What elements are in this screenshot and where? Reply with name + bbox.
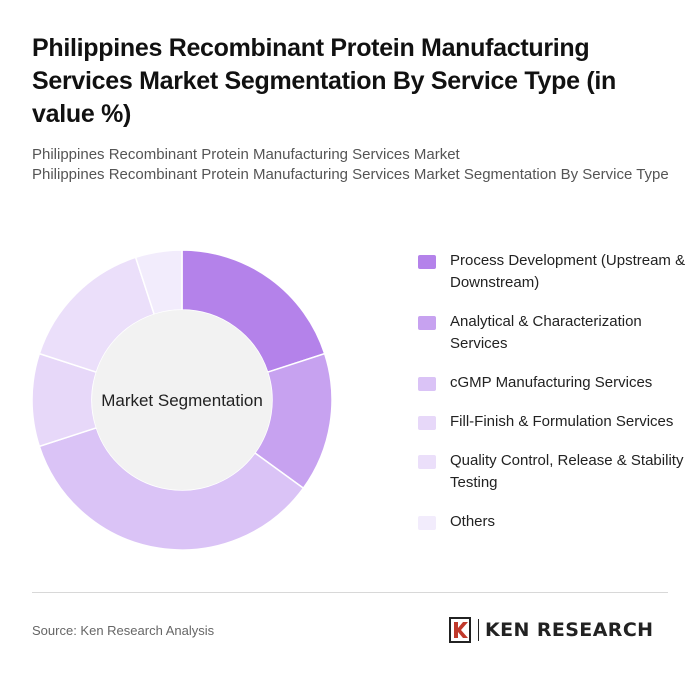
donut-center-label: Market Segmentation <box>101 391 263 410</box>
legend-label: Analytical & Characterization Services <box>450 313 642 352</box>
legend-swatch <box>418 255 436 269</box>
donut-svg: Market Segmentation <box>31 249 333 551</box>
logo-separator <box>478 619 479 641</box>
legend-label: Fill-Finish & Formulation Services <box>450 413 674 430</box>
footer-divider <box>32 592 668 593</box>
legend-label: Quality Control, Release & Stability Tes… <box>450 452 684 491</box>
donut-center <box>92 310 272 490</box>
legend-label: Process Development (Upstream & Downstre… <box>450 252 686 291</box>
chart-title: Philippines Recombinant Protein Manufact… <box>32 34 616 128</box>
chart-legend: Process Development (Upstream & Downstre… <box>418 250 688 550</box>
legend-swatch <box>418 516 436 530</box>
ken-research-logo: KEN RESEARCH <box>448 617 653 643</box>
ken-research-logo-icon <box>449 617 471 643</box>
source-note: Source: Ken Research Analysis <box>32 623 215 638</box>
legend-item: cGMP Manufacturing Services <box>418 372 688 394</box>
subtitle-line-1: Philippines Recombinant Protein Manufact… <box>32 146 460 163</box>
legend-swatch <box>418 416 436 430</box>
legend-swatch <box>418 455 436 469</box>
subtitle-line-2: Philippines Recombinant Protein Manufact… <box>32 166 669 183</box>
legend-item: Quality Control, Release & Stability Tes… <box>418 450 688 494</box>
legend-item: Analytical & Characterization Services <box>418 311 688 355</box>
legend-item: Process Development (Upstream & Downstre… <box>418 250 688 294</box>
legend-item: Others <box>418 511 688 533</box>
legend-label: Others <box>450 513 496 530</box>
donut-chart: Market Segmentation <box>22 240 342 560</box>
chart-subtitle: Philippines Recombinant Protein Manufact… <box>32 145 672 185</box>
legend-label: cGMP Manufacturing Services <box>450 374 653 391</box>
logo-text: KEN RESEARCH <box>485 619 654 641</box>
legend-swatch <box>418 377 436 391</box>
legend-swatch <box>418 316 436 330</box>
legend-item: Fill-Finish & Formulation Services <box>418 411 688 433</box>
